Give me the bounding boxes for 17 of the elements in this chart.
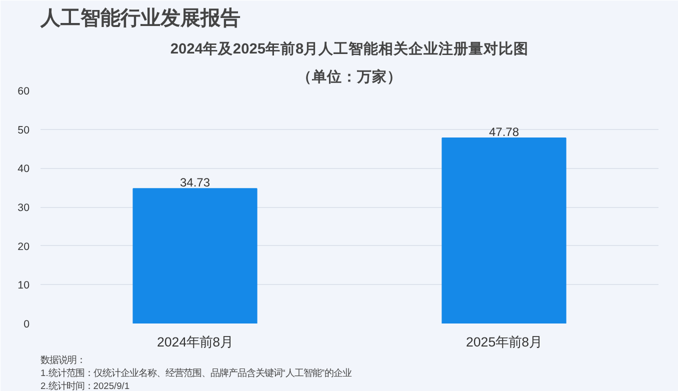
y-tick-label: 30	[18, 202, 30, 214]
text: 1.统计范围：仅统计企业名称、经营范围、品牌产品含关键词“人工智能”的企业	[40, 368, 352, 378]
y-tick-label: 10	[18, 280, 30, 292]
data-label: 34.73	[180, 176, 210, 190]
y-tick-label: 60	[18, 86, 30, 98]
text: 人工智能行业发展报告	[40, 6, 240, 30]
x-tick-label: 2024年前8月	[156, 334, 234, 350]
x-tick-label: 2025年前8月	[466, 334, 542, 350]
text: 数据说明：	[40, 355, 86, 365]
y-tick-label: 40	[18, 163, 30, 176]
text: 2.统计时间：2025/9/1	[40, 381, 130, 391]
y-tick-label: 50	[18, 124, 30, 136]
y-tick-label: 0	[24, 318, 30, 330]
chart-subtitle: （单位：万家）	[297, 68, 402, 86]
data-label: 47.78	[488, 124, 520, 139]
y-tick-label: 20	[18, 240, 30, 253]
chart-title: 2024年及2025年前8月人工智能相关企业注册量对比图	[170, 40, 529, 58]
